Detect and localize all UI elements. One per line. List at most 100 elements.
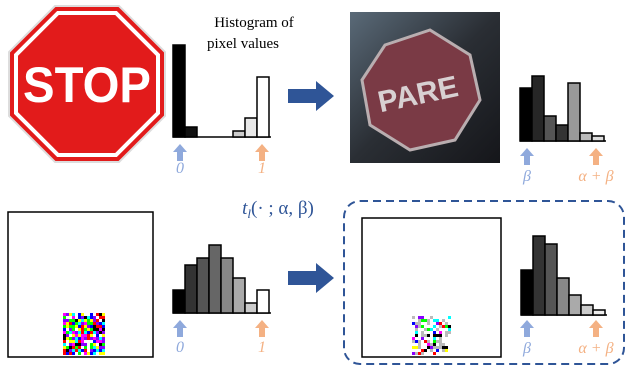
- noise-pixel: [93, 349, 96, 352]
- noise-pixel: [415, 322, 418, 325]
- noise-pixel: [415, 352, 418, 355]
- noise-pixel: [99, 313, 102, 316]
- caption: pixel values: [207, 36, 279, 52]
- noise-pixel: [81, 331, 84, 334]
- noise-pixel: [424, 346, 427, 349]
- noise-pixel: [84, 343, 87, 346]
- noise-pixel: [90, 334, 93, 337]
- noise-pixel: [448, 322, 451, 325]
- noise-pixel: [66, 352, 69, 355]
- marker-arrow: [173, 320, 187, 337]
- noise-pixel: [102, 328, 105, 331]
- noise-pixel: [436, 331, 439, 334]
- noise-pixel: [75, 346, 78, 349]
- noise-pixel: [102, 331, 105, 334]
- noise-pixel: [72, 352, 75, 355]
- noise-pixel: [81, 349, 84, 352]
- marker-arrow: [255, 320, 269, 337]
- noise-pixel: [415, 325, 418, 328]
- noise-pixel: [427, 319, 430, 322]
- hist-bar: [257, 290, 269, 313]
- high-label: 1: [258, 339, 266, 356]
- noise-pixel: [430, 346, 433, 349]
- noise-pixel: [433, 334, 436, 337]
- noise-pixel: [81, 319, 84, 322]
- noise-pixel: [433, 337, 436, 340]
- noise-pixel: [99, 346, 102, 349]
- noise-pixel: [84, 319, 87, 322]
- hist-bar: [544, 116, 556, 141]
- noise-pixel: [84, 334, 87, 337]
- arrow: [288, 263, 334, 293]
- noise-pixel: [81, 313, 84, 316]
- noise-pixel: [90, 328, 93, 331]
- noise-pixel: [442, 343, 445, 346]
- noise-pixel: [102, 346, 105, 349]
- marker-arrow: [589, 148, 603, 165]
- noise-pixel: [72, 328, 75, 331]
- noise-pixel: [102, 340, 105, 343]
- noise-pixel: [96, 316, 99, 319]
- noise-pixel: [439, 322, 442, 325]
- noise-pixel: [412, 352, 415, 355]
- low-label: 0: [176, 339, 184, 356]
- noise-pixel: [445, 349, 448, 352]
- noise-pixel: [96, 325, 99, 328]
- hist-bar: [545, 244, 557, 315]
- noise-pixel: [78, 316, 81, 319]
- hist-bar: [593, 310, 605, 315]
- hist-bar: [197, 258, 209, 313]
- noise-pixel: [418, 340, 421, 343]
- noise-pixel: [90, 325, 93, 328]
- hist-bar: [185, 127, 197, 137]
- noise-pixel: [448, 325, 451, 328]
- noise-pixel: [78, 337, 81, 340]
- hist-bar: [569, 295, 581, 315]
- noise-pixel: [93, 322, 96, 325]
- noise-pixel: [99, 316, 102, 319]
- noise-pixel: [87, 325, 90, 328]
- noise-pixel: [78, 349, 81, 352]
- hist-bar: [173, 290, 185, 313]
- noise-pixel: [96, 322, 99, 325]
- noise-pixel: [78, 346, 81, 349]
- noise-pixel: [81, 346, 84, 349]
- hist-bar: [533, 236, 545, 315]
- noise-pixel: [66, 334, 69, 337]
- marker-arrow: [520, 320, 534, 337]
- noise-pixel: [84, 322, 87, 325]
- hist-bar: [568, 83, 580, 141]
- noise-pixel: [87, 352, 90, 355]
- noise-pixel: [81, 334, 84, 337]
- noise-pixel: [96, 346, 99, 349]
- noise-pixel: [427, 340, 430, 343]
- hist-bar: [173, 45, 185, 137]
- noise-pixel: [412, 337, 415, 340]
- noise-pixel: [412, 340, 415, 343]
- noise-pixel: [87, 322, 90, 325]
- noise-pixel: [99, 337, 102, 340]
- noise-pixel: [66, 325, 69, 328]
- noise-pixel: [69, 352, 72, 355]
- noise-pixel: [66, 349, 69, 352]
- noise-pixel: [63, 325, 66, 328]
- noise-pixel: [442, 346, 445, 349]
- noise-pixel: [81, 322, 84, 325]
- noise-pixel: [102, 313, 105, 316]
- noise-pixel: [415, 334, 418, 337]
- noise-pixel: [84, 331, 87, 334]
- noise-pixel: [69, 331, 72, 334]
- noise-pixel: [99, 352, 102, 355]
- noise-pixel: [63, 328, 66, 331]
- noise-pixel: [66, 316, 69, 319]
- noise-pixel: [421, 319, 424, 322]
- noise-pixel: [96, 331, 99, 334]
- noise-pixel: [430, 328, 433, 331]
- noise-pixel: [84, 316, 87, 319]
- noise-pixel: [78, 334, 81, 337]
- noise-pixel: [69, 337, 72, 340]
- noise-pixel: [436, 349, 439, 352]
- noise-pixel: [75, 343, 78, 346]
- high-label: α + β: [578, 168, 613, 185]
- noise-pixel: [445, 325, 448, 328]
